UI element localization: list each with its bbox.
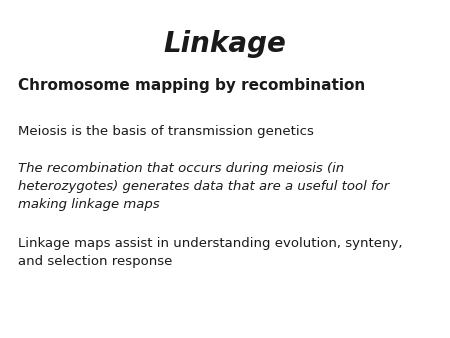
Text: Linkage maps assist in understanding evolution, synteny,
and selection response: Linkage maps assist in understanding evo… [18,237,402,268]
Text: The recombination that occurs during meiosis (in
heterozygotes) generates data t: The recombination that occurs during mei… [18,162,389,211]
Text: Meiosis is the basis of transmission genetics: Meiosis is the basis of transmission gen… [18,125,314,138]
Text: Chromosome mapping by recombination: Chromosome mapping by recombination [18,78,365,93]
Text: Linkage: Linkage [163,30,287,58]
